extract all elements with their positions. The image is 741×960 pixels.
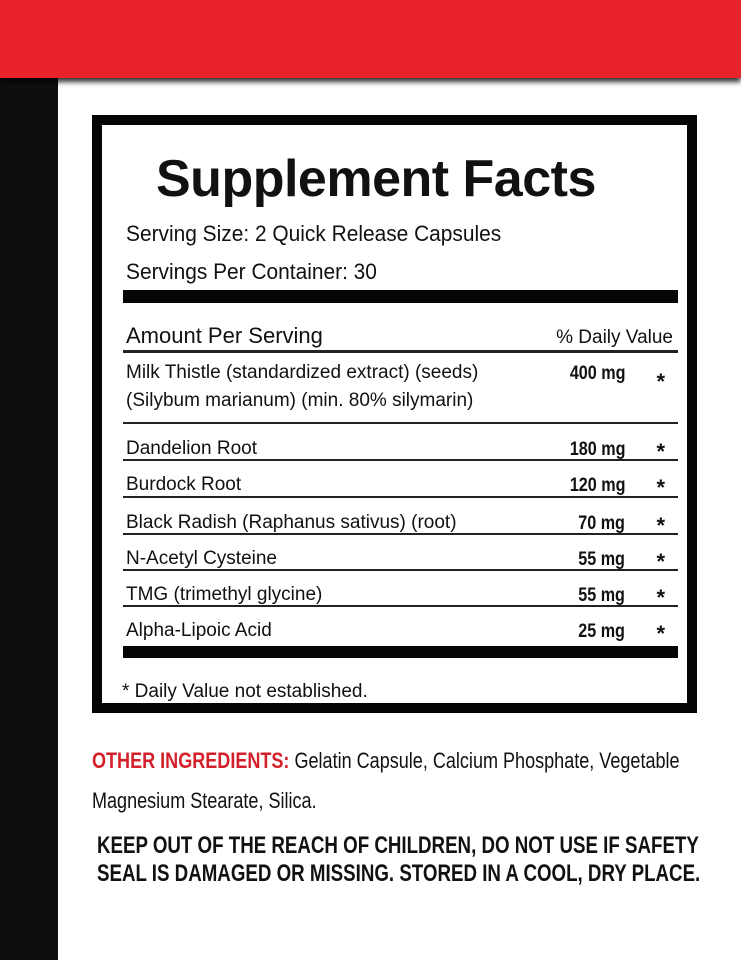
daily-value: * [656,621,665,646]
thick-divider [123,290,678,303]
divider [123,569,678,571]
daily-value-header: % Daily Value [556,327,673,348]
amount-per-serving-header: Amount Per Serving [126,323,323,348]
ingredient-name: Dandelion Root [126,438,257,459]
ingredient-amount: 180 mg [569,439,625,460]
footnote: * Daily Value not established. [122,681,368,702]
ingredient-amount: 55 mg [578,585,625,606]
other-ingredients: OTHER INGREDIENTS: Gelatin Capsule, Calc… [92,741,715,821]
ingredient-amount: 25 mg [578,621,625,642]
left-black-strip [0,78,58,960]
daily-value: * [656,549,665,574]
warning-text: KEEP OUT OF THE REACH OF CHILDREN, DO NO… [97,832,721,888]
ingredient-name: Alpha-Lipoic Acid [126,620,272,641]
ingredient-name-line2: (Silybum marianum) (min. 80% silymarin) [126,390,474,411]
daily-value: * [656,475,665,500]
ingredient-name: Black Radish (Raphanus sativus) (root) [126,512,457,533]
ingredient-name: Burdock Root [126,474,242,495]
ingredient-amount: 120 mg [569,475,625,496]
warning-line-2: SEAL IS DAMAGED OR MISSING. STORED IN A … [97,860,701,887]
ingredient-name: Milk Thistle (standardized extract) (see… [126,362,479,383]
supplement-facts-panel: Supplement Facts Serving Size: 2 Quick R… [92,115,697,713]
divider [123,350,678,353]
thick-divider [123,646,678,658]
panel-title: Supplement Facts [156,150,596,208]
daily-value: * [656,369,665,394]
daily-value: * [656,439,665,464]
top-red-band [0,0,741,78]
ingredient-amount: 70 mg [578,513,625,534]
ingredient-amount: 400 mg [569,363,625,384]
divider [123,605,678,607]
daily-value: * [656,513,665,538]
divider [123,459,678,461]
serving-size: Serving Size: 2 Quick Release Capsules [126,221,502,246]
other-ingredients-label: OTHER INGREDIENTS: [92,748,290,773]
warning-line-1: KEEP OUT OF THE REACH OF CHILDREN, DO NO… [97,832,699,859]
servings-per-container: Servings Per Container: 30 [126,259,377,284]
ingredient-name: N-Acetyl Cysteine [126,548,277,569]
other-ingredients-text: Gelatin Capsule, Calcium Phosphate, Vege… [92,748,680,813]
daily-value: * [656,585,665,610]
ingredient-amount: 55 mg [578,549,625,570]
divider [123,422,678,424]
divider [123,533,678,535]
ingredient-name: TMG (trimethyl glycine) [126,584,323,605]
divider [123,496,678,498]
